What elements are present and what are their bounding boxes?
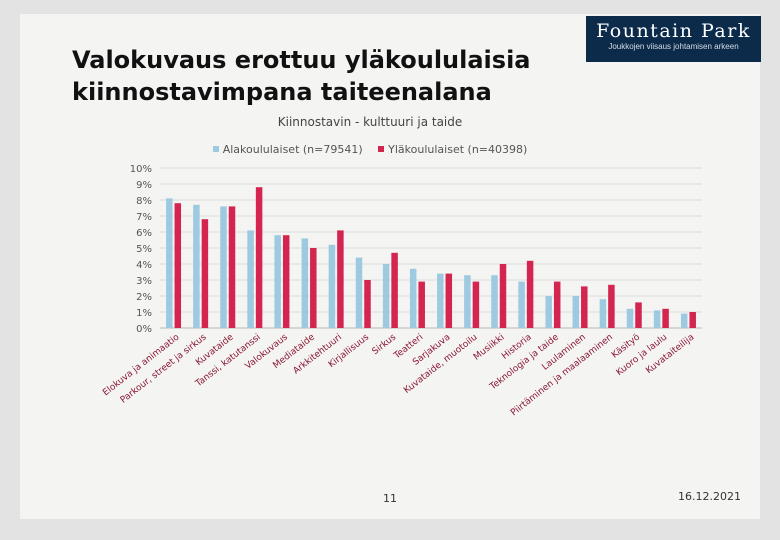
legend-label-ylakoulu: Yläkoululaiset (n=40398) — [388, 143, 528, 156]
bar-alakoulu — [220, 206, 227, 328]
legend-label-alakoulu: Alakoululaiset (n=79541) — [222, 143, 363, 156]
bar-ylakoulu — [553, 281, 561, 328]
bar-alakoulu — [491, 275, 498, 328]
bar-alakoulu — [545, 296, 552, 328]
bar-alakoulu — [193, 204, 200, 328]
company-logo: Fountain Park Joukkojen viisaus johtamis… — [586, 16, 761, 62]
slide-title: Valokuvaus erottuu yläkoululaisia kiinno… — [72, 44, 572, 108]
bar-alakoulu — [328, 244, 336, 328]
bar-ylakoulu — [635, 302, 642, 328]
page-number: 11 — [383, 492, 397, 505]
bar-alakoulu — [518, 281, 525, 328]
bar-ylakoulu — [445, 273, 453, 328]
bar-ylakoulu — [228, 206, 236, 328]
y-tick-label: 1% — [136, 308, 152, 319]
logo-tagline: Joukkojen viisaus johtamisen arkeen — [608, 42, 739, 51]
slide-background — [20, 14, 760, 519]
bar-ylakoulu — [310, 248, 317, 328]
bar-alakoulu — [680, 313, 688, 328]
legend-swatch-ylakoulu — [378, 146, 385, 152]
chart-legend: Alakoululaiset (n=79541) Yläkoululaiset … — [0, 143, 740, 156]
bar-ylakoulu — [418, 281, 425, 328]
bar-ylakoulu — [689, 312, 696, 328]
bar-alakoulu — [247, 230, 254, 328]
bar-ylakoulu — [174, 203, 182, 328]
bar-alakoulu — [653, 310, 661, 328]
bar-alakoulu — [382, 264, 390, 328]
y-tick-label: 9% — [136, 180, 152, 191]
y-tick-label: 6% — [136, 228, 152, 239]
bar-alakoulu — [599, 299, 607, 328]
y-tick-label: 0% — [136, 324, 152, 335]
bar-alakoulu — [464, 275, 471, 328]
bar-ylakoulu — [608, 284, 615, 328]
y-tick-label: 10% — [130, 164, 152, 175]
y-tick-label: 7% — [136, 212, 152, 223]
bar-alakoulu — [572, 296, 580, 328]
bar-alakoulu — [626, 308, 634, 328]
bar-alakoulu — [437, 273, 444, 328]
bar-ylakoulu — [201, 219, 209, 328]
legend-item-ylakoulu: Yläkoululaiset (n=40398) — [378, 143, 527, 156]
bar-alakoulu — [166, 198, 173, 328]
y-tick-label: 3% — [136, 276, 152, 287]
bar-ylakoulu — [364, 280, 371, 328]
x-tick-label: Kuvataiteilija — [644, 332, 696, 376]
bar-ylakoulu — [499, 264, 507, 328]
title-line-1: Valokuvaus erottuu yläkoululaisia — [72, 46, 531, 74]
legend-item-alakoulu: Alakoululaiset (n=79541) — [212, 143, 363, 156]
bar-ylakoulu — [391, 252, 398, 328]
y-tick-label: 4% — [136, 260, 152, 271]
bar-ylakoulu — [581, 286, 588, 328]
legend-swatch-alakoulu — [212, 146, 219, 152]
y-tick-label: 8% — [136, 196, 152, 207]
bar-ylakoulu — [526, 260, 534, 328]
chart-title: Kiinnostavin - kulttuuri ja taide — [277, 115, 463, 129]
y-tick-label: 5% — [136, 244, 152, 255]
bar-alakoulu — [301, 238, 309, 328]
bar-ylakoulu — [282, 235, 290, 328]
bar-alakoulu — [409, 268, 417, 328]
logo-name: Fountain Park — [596, 20, 751, 42]
bar-ylakoulu — [337, 230, 344, 328]
bar-ylakoulu — [662, 308, 669, 328]
bar-alakoulu — [274, 235, 281, 328]
bar-ylakoulu — [472, 281, 480, 328]
bar-alakoulu — [355, 257, 363, 328]
slide-date: 16.12.2021 — [678, 490, 741, 503]
x-tick-label: Musiikki — [472, 332, 507, 362]
y-tick-label: 2% — [136, 292, 152, 303]
title-line-2: kiinnostavimpana taiteenalana — [72, 78, 492, 106]
bar-ylakoulu — [255, 187, 263, 328]
